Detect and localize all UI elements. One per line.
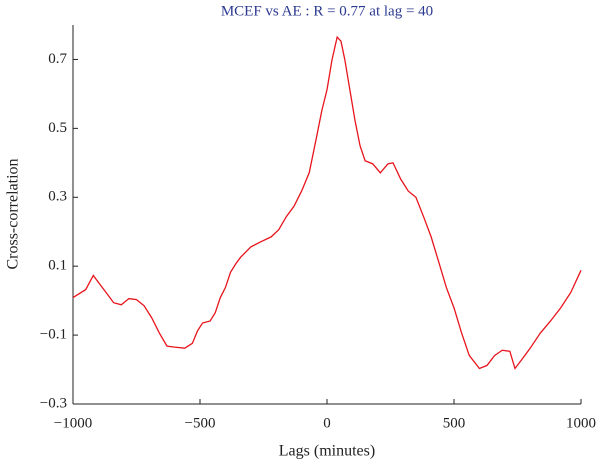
x-axis-label: Lags (minutes): [279, 443, 375, 460]
x-tick-label: 500: [443, 415, 466, 431]
line: [72, 35, 582, 370]
y-tick-label: 0.7: [48, 51, 67, 67]
x-tick-label: −500: [185, 415, 216, 431]
chart-title: MCEF vs AE : R = 0.77 at lag = 40: [221, 3, 433, 19]
y-tick-label: 0.3: [48, 189, 67, 205]
y-axis-label: Cross-correlation: [5, 158, 22, 269]
x-tick-label: 1000: [566, 415, 596, 431]
y-tick-label: 0.1: [48, 258, 67, 274]
x-tick-label: 0: [323, 415, 331, 431]
y-tick-label: −0.3: [40, 395, 67, 411]
y-tick-label: −0.1: [40, 327, 67, 343]
y-tick-label: 0.5: [48, 120, 67, 136]
x-tick-label: −1000: [54, 415, 92, 431]
